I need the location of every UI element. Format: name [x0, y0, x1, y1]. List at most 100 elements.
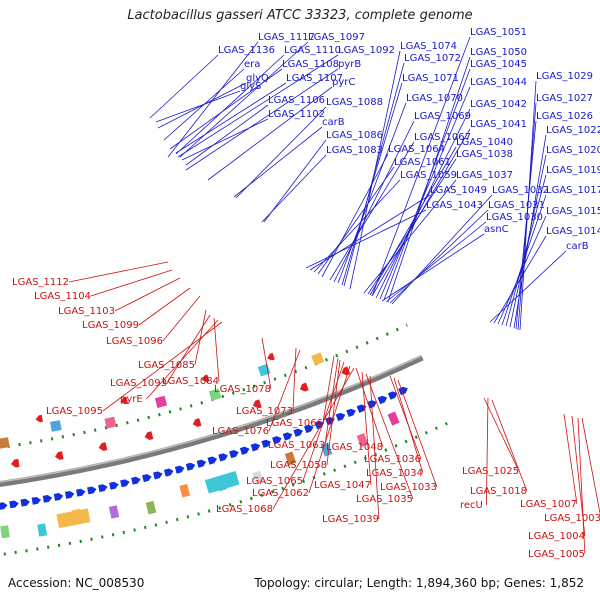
feature-block — [154, 395, 168, 408]
forward-gene-label: LGAS_1097 — [308, 32, 365, 43]
cds-arrow — [282, 432, 293, 441]
gene-leader-line — [369, 375, 380, 520]
feature-block — [311, 352, 325, 366]
cds-arrow — [341, 366, 351, 376]
genome-backbone — [0, 354, 424, 487]
forward-gene-label: asnC — [484, 224, 509, 235]
gene-leader-line — [486, 397, 489, 506]
gene-leader-line — [177, 54, 339, 158]
cds-arrow — [387, 391, 398, 400]
cds-arrow — [31, 496, 42, 505]
reverse-gene-label: LGAS_1063 — [268, 440, 325, 451]
cds-arrow — [9, 500, 19, 509]
reverse-gene-label: LGAS_1058 — [270, 460, 327, 471]
forward-gene-label: LGAS_1067 — [414, 132, 471, 143]
forward-gene-label: LGAS_1027 — [536, 93, 593, 104]
reverse-gene-label: pyrE — [120, 394, 143, 405]
gene-leader-line — [102, 321, 223, 412]
reverse-gene-label: LGAS_1062 — [252, 488, 309, 499]
gene-leader-line — [337, 102, 407, 284]
gene-leader-line — [261, 154, 327, 223]
gene-leader-line — [292, 347, 297, 412]
forward-gene-label: carB — [566, 241, 589, 252]
cds-arrow — [325, 416, 335, 426]
forward-gene-label: LGAS_1026 — [536, 111, 593, 122]
reverse-gene-label: LGAS_1039 — [322, 514, 379, 525]
reverse-gene-label: LGAS_1104 — [34, 291, 91, 302]
cds-arrow — [20, 498, 30, 507]
forward-gene-label: LGAS_1059 — [400, 170, 457, 181]
forward-gene-label: LGAS_1049 — [430, 185, 487, 196]
forward-gene-label: LGAS_1088 — [326, 97, 383, 108]
cds-arrow — [196, 459, 207, 468]
feature-block — [179, 483, 191, 498]
forward-gene-label: LGAS_1086 — [326, 130, 383, 141]
cds-arrow — [250, 443, 261, 452]
gene-leader-line — [90, 269, 173, 297]
gene-leader-line — [501, 194, 547, 326]
cds-arrow — [144, 431, 154, 440]
gene-leader-line — [114, 277, 181, 312]
gene-leader-line — [313, 179, 401, 273]
forward-gene-label: LGAS_1020 — [546, 145, 600, 156]
cds-arrow — [201, 374, 210, 383]
forward-gene-label: LGAS_1030 — [486, 212, 543, 223]
cds-arrow — [142, 474, 152, 483]
feature-block — [108, 505, 120, 519]
feature-block — [208, 388, 222, 401]
cds-arrow — [98, 484, 108, 493]
reverse-gene-label: LGAS_1078 — [214, 384, 271, 395]
feature-block — [37, 523, 48, 537]
genome-summary: Topology: circular; Length: 1,894,360 bp… — [254, 576, 584, 590]
reverse-gene-label: LGAS_1004 — [528, 531, 585, 542]
gene-leader-line — [175, 54, 285, 155]
forward-gene-label: LGAS_1043 — [426, 200, 483, 211]
reverse-gene-label: LGAS_1018 — [470, 486, 527, 497]
cds-arrow — [109, 481, 119, 490]
reverse-gene-label: LGAS_1025 — [462, 466, 519, 477]
forward-gene-label: LGAS_1136 — [218, 45, 275, 56]
cds-arrow — [131, 476, 141, 485]
reverse-gene-label: LGAS_1005 — [528, 549, 585, 560]
forward-gene-label: carB — [322, 117, 345, 128]
gene-leader-line — [261, 337, 272, 390]
cds-arrow — [272, 436, 282, 445]
gene-leader-line — [272, 367, 355, 510]
reverse-gene-label: LGAS_1096 — [106, 336, 163, 347]
reverse-gene-label: LGAS_1048 — [326, 442, 383, 453]
forward-gene-label: LGAS_1045 — [470, 59, 527, 70]
cds-arrow — [229, 450, 239, 459]
forward-gene-label: LGAS_1017 — [546, 185, 600, 196]
gene-leader-line — [581, 417, 600, 516]
gene-leader-line — [181, 118, 269, 161]
gene-leader-line — [497, 215, 547, 325]
forward-gene-label: LGAS_1014 — [546, 226, 600, 237]
cds-arrow — [356, 404, 367, 413]
forward-gene-label: LGAS_1072 — [404, 53, 461, 64]
reverse-gene-label: LGAS_1068 — [216, 504, 273, 515]
feature-block — [49, 420, 62, 432]
gene-leader-line — [355, 367, 384, 448]
forward-gene-label: LGAS_1064 — [388, 144, 445, 155]
gene-leader-line — [379, 86, 471, 300]
gene-leader-line — [326, 359, 341, 466]
forward-gene-label: LGAS_1110 — [284, 45, 341, 56]
reverse-gene-label: LGAS_1093 — [110, 378, 167, 389]
accession-label: Accession: NC_008530 — [8, 576, 145, 590]
cds-arrow — [346, 408, 356, 418]
forward-gene-label: LGAS_1061 — [394, 157, 451, 168]
reverse-gene-label: LGAS_1076 — [212, 426, 269, 437]
forward-gene-label: LGAS_1022 — [546, 125, 600, 136]
forward-gene-label: LGAS_1041 — [470, 119, 527, 130]
gene-leader-line — [175, 82, 287, 154]
forward-gene-label: LGAS_1108 — [282, 59, 339, 70]
cds-arrow — [252, 399, 262, 409]
forward-gene-label: LGAS_1032 — [492, 185, 549, 196]
gene-leader-line — [324, 357, 339, 446]
cds-arrow — [11, 458, 20, 468]
gene-leader-line — [577, 417, 586, 555]
forward-gene-label: LGAS_1092 — [338, 45, 395, 56]
cds-arrow — [53, 493, 64, 501]
feature-block — [145, 500, 157, 515]
